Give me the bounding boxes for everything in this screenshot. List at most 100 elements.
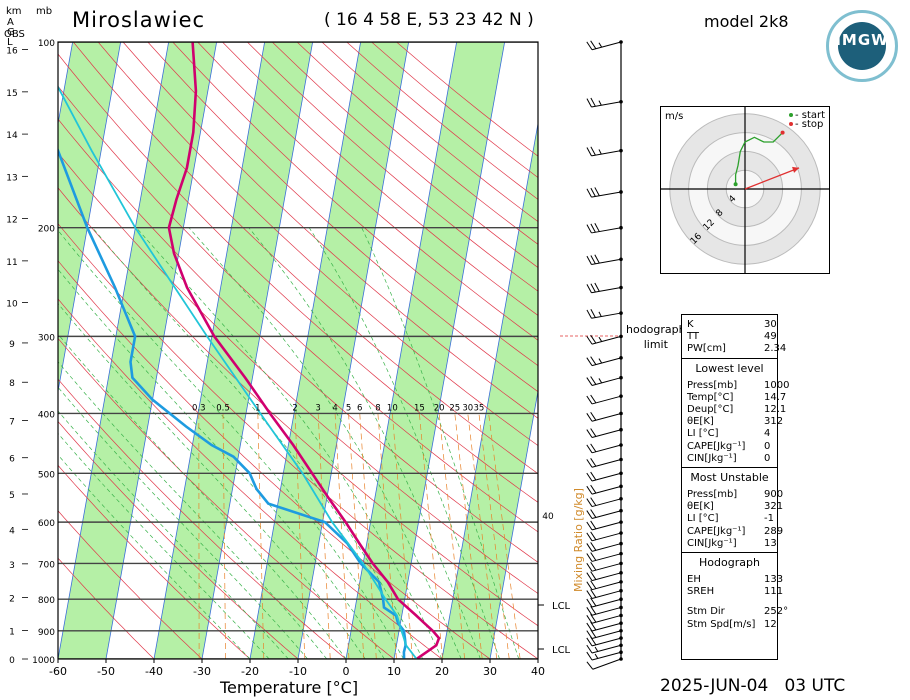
height-km-tick-label: 1: [9, 627, 15, 637]
pressure-tick-label: 500: [38, 470, 55, 480]
isotherm-line: [345, 42, 458, 659]
wind-barb-flag: [590, 412, 597, 421]
wind-barb-flag: [586, 357, 593, 366]
dry-adiabat: [58, 557, 155, 659]
wind-barb-flag: [590, 356, 597, 365]
wind-barb-shaft: [591, 444, 622, 454]
mixing-ratio-tick-label: 0.5: [216, 403, 230, 413]
temperature-line: [167, 42, 441, 659]
isotherm-line: [58, 42, 122, 394]
dry-adiabat: [58, 53, 538, 503]
isotherm-band: [346, 42, 505, 659]
index-top-label: TT: [687, 331, 700, 343]
hodograph-start-label: - start: [795, 110, 825, 121]
wind-barb-flag: [590, 376, 597, 385]
index-top-value: 49: [764, 331, 777, 343]
hodograph-ring-label: 4: [727, 194, 738, 205]
mixing-ratio-tick-label: 2: [292, 403, 297, 413]
wind-barb-shaft: [591, 637, 622, 647]
panel-separator: [682, 552, 777, 553]
wind-barb-flag: [586, 637, 593, 647]
isotherm-line: [249, 42, 362, 659]
mixing-ratio-tick-label: 35: [474, 403, 485, 413]
wind-barb-flag: [590, 484, 597, 494]
wind-barb-flag: [590, 497, 597, 506]
indices-panel: K 30 TT 49 PW[cm] 2.34 Lowest level Press[mb] 10…: [681, 314, 789, 660]
hodograph-start-marker: [789, 113, 793, 117]
hodograph-units: m/s: [665, 111, 683, 122]
mixing-ratio-line: [257, 413, 265, 659]
wind-barb-flag: [586, 661, 594, 670]
wind-barb-flag: [590, 605, 597, 615]
wind-barb-flag: [590, 580, 597, 589]
x-tick-label: -20: [241, 665, 259, 678]
height-km-tick-label: 14: [6, 131, 18, 141]
wind-barb-half-flag: [598, 311, 602, 317]
moist-adiabat: [58, 333, 347, 659]
isotherm-band: [250, 42, 409, 659]
parcel-line: [58, 85, 418, 659]
pressure-tick-label: 300: [38, 333, 55, 343]
wind-barb-flag: [590, 589, 597, 598]
x-axis-title: Temperature [°C]: [220, 678, 359, 697]
wind-barb-flag: [586, 510, 593, 519]
wind-barb-shaft: [591, 150, 622, 157]
wind-barb-flag: [586, 377, 593, 386]
isotherm-line: [393, 42, 506, 659]
mixing-ratio-tick-label: 4: [332, 403, 337, 413]
wind-barb-flag: [590, 223, 596, 233]
hodograph-limit-label: hodograph limit: [626, 323, 686, 351]
dry-adiabat: [58, 464, 251, 659]
hodograph-index-title: Hodograph: [699, 556, 760, 569]
mixing-ratio-line: [488, 413, 521, 659]
imgw-logo: IMGW: [826, 10, 898, 82]
x-tick-label: 30: [483, 665, 497, 678]
wind-barb-shaft: [591, 41, 622, 51]
x-tick-label: -30: [193, 665, 211, 678]
mixing-ratio-line: [222, 413, 226, 659]
wind-barb-flag: [586, 532, 593, 542]
pressure-tick-label: 600: [38, 519, 55, 529]
index-top-label: K: [687, 319, 694, 330]
lowest-level-label: Press[mb]: [687, 379, 738, 391]
mixing-ratio-line: [359, 413, 377, 659]
most-unstable-label: CIN[Jkg⁻¹]: [687, 537, 737, 549]
wind-barb-shaft: [591, 622, 622, 632]
wind-barb-flag: [586, 309, 592, 319]
lcl-label: LCL: [552, 601, 571, 612]
wind-barb-shaft: [591, 191, 622, 198]
pressure-tick-label: 900: [38, 628, 55, 638]
mixing-ratio-tick-label: 30: [462, 403, 473, 413]
mixing-ratio-tick-label: 25: [449, 403, 460, 413]
wind-barb-shaft: [591, 472, 622, 482]
wind-barb-shaft: [591, 335, 622, 345]
most-unstable-value: -1: [764, 513, 774, 525]
wind-barb-flag: [590, 471, 597, 481]
plot-frame: [57, 41, 539, 660]
x-tick-label: -10: [289, 665, 307, 678]
wind-barb-half-flag: [594, 653, 599, 659]
mixing-ratio-tick-label: 1: [255, 403, 260, 413]
logo-emblem: [838, 22, 886, 70]
isotherm-line: [58, 42, 170, 659]
height-km-tick-label: 12: [6, 216, 17, 226]
pressure-tick-label: 100: [38, 39, 55, 49]
dry-adiabat: [58, 510, 203, 659]
height-km-tick-label: 10: [6, 299, 18, 309]
hodograph-index-value: 133: [764, 574, 784, 585]
pressure-tick-label: 800: [38, 596, 55, 606]
wind-barb-flag: [586, 572, 593, 581]
wind-barb-flag: [590, 571, 597, 580]
moist-adiabat: [58, 386, 308, 659]
mixing-ratio-line: [391, 413, 413, 659]
height-km-tick-label: 6: [9, 455, 15, 465]
dry-adiabat: [122, 42, 538, 419]
wind-barb-shaft: [591, 532, 622, 542]
wind-barb-flag: [586, 444, 593, 454]
most-unstable-label: LI [°C]: [687, 513, 719, 525]
hodograph-index-label: EH: [687, 574, 701, 585]
mixing-ratio-tick-label: 8: [375, 403, 380, 413]
wind-barb-flag: [586, 543, 593, 552]
index-top-value: 2.34: [764, 343, 787, 355]
